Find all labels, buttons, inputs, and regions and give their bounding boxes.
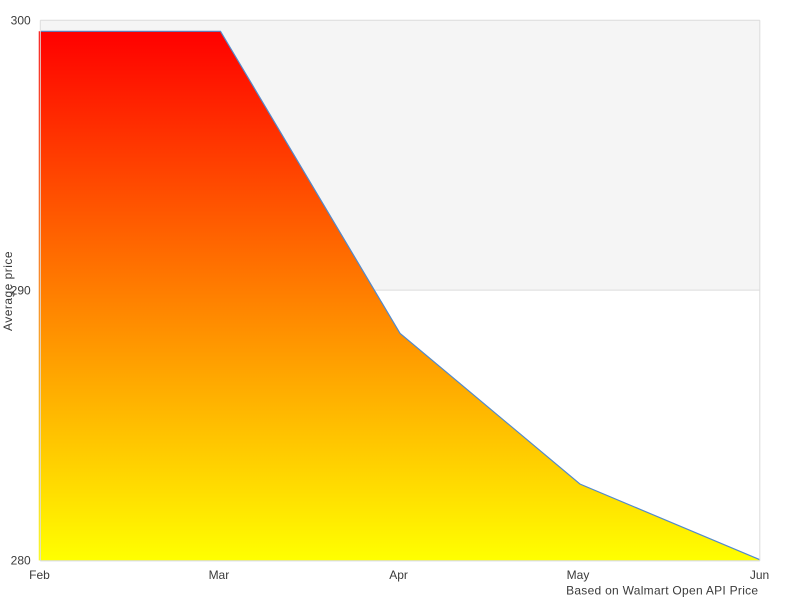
svg-text:Based on Walmart Open API Pric: Based on Walmart Open API Price [566,584,758,598]
svg-text:290: 290 [11,283,31,297]
svg-text:Apr: Apr [389,568,408,582]
svg-text:Mar: Mar [209,568,230,582]
svg-text:300: 300 [11,14,31,28]
svg-text:May: May [567,568,590,582]
svg-text:Feb: Feb [29,568,50,582]
svg-text:Jun: Jun [750,568,769,582]
svg-text:Average price: Average price [1,251,15,331]
svg-text:280: 280 [11,554,31,568]
